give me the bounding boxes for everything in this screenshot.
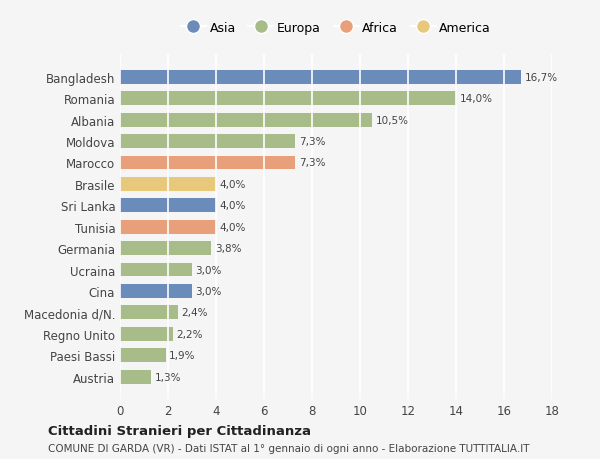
Text: 14,0%: 14,0% — [460, 94, 493, 104]
Text: 3,8%: 3,8% — [215, 244, 241, 253]
Text: 1,9%: 1,9% — [169, 350, 196, 360]
Text: 4,0%: 4,0% — [220, 201, 246, 211]
Text: 1,3%: 1,3% — [155, 372, 181, 382]
Bar — [120, 348, 166, 362]
Bar — [120, 220, 216, 234]
Text: 10,5%: 10,5% — [376, 115, 409, 125]
Bar — [120, 113, 372, 127]
Bar — [120, 284, 192, 298]
Bar — [120, 156, 295, 170]
Bar — [120, 199, 216, 213]
Legend: Asia, Europa, Africa, America: Asia, Europa, Africa, America — [176, 17, 496, 39]
Text: 4,0%: 4,0% — [220, 222, 246, 232]
Text: 3,0%: 3,0% — [196, 265, 222, 275]
Text: Cittadini Stranieri per Cittadinanza: Cittadini Stranieri per Cittadinanza — [48, 424, 311, 437]
Text: 7,3%: 7,3% — [299, 158, 325, 168]
Text: 7,3%: 7,3% — [299, 137, 325, 147]
Bar — [120, 306, 178, 319]
Bar — [120, 263, 192, 277]
Bar — [120, 241, 211, 256]
Bar — [120, 71, 521, 84]
Bar — [120, 370, 151, 384]
Text: 4,0%: 4,0% — [220, 179, 246, 190]
Text: 2,2%: 2,2% — [176, 329, 203, 339]
Text: COMUNE DI GARDA (VR) - Dati ISTAT al 1° gennaio di ogni anno - Elaborazione TUTT: COMUNE DI GARDA (VR) - Dati ISTAT al 1° … — [48, 443, 530, 453]
Bar — [120, 327, 173, 341]
Bar — [120, 135, 295, 149]
Bar — [120, 178, 216, 191]
Text: 3,0%: 3,0% — [196, 286, 222, 296]
Bar — [120, 92, 456, 106]
Text: 16,7%: 16,7% — [524, 73, 557, 83]
Text: 2,4%: 2,4% — [181, 308, 208, 318]
